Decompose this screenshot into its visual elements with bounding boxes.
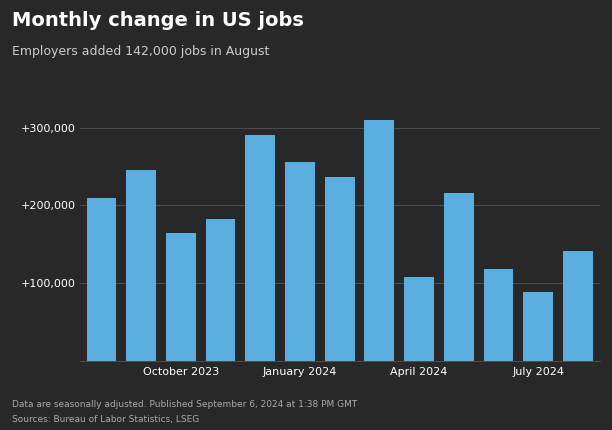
Text: Employers added 142,000 jobs in August: Employers added 142,000 jobs in August bbox=[12, 45, 270, 58]
Bar bbox=[86, 198, 116, 361]
Bar bbox=[166, 233, 196, 361]
Bar bbox=[285, 162, 315, 361]
Bar bbox=[404, 277, 434, 361]
Bar bbox=[206, 219, 236, 361]
Bar bbox=[563, 251, 593, 361]
Bar bbox=[483, 269, 513, 361]
Text: Monthly change in US jobs: Monthly change in US jobs bbox=[12, 11, 304, 30]
Bar bbox=[245, 135, 275, 361]
Bar bbox=[325, 178, 354, 361]
Bar bbox=[365, 120, 394, 361]
Bar bbox=[444, 193, 474, 361]
Bar bbox=[523, 292, 553, 361]
Bar bbox=[126, 170, 156, 361]
Text: Sources: Bureau of Labor Statistics, LSEG: Sources: Bureau of Labor Statistics, LSE… bbox=[12, 415, 200, 424]
Text: Data are seasonally adjusted. Published September 6, 2024 at 1:38 PM GMT: Data are seasonally adjusted. Published … bbox=[12, 400, 357, 409]
